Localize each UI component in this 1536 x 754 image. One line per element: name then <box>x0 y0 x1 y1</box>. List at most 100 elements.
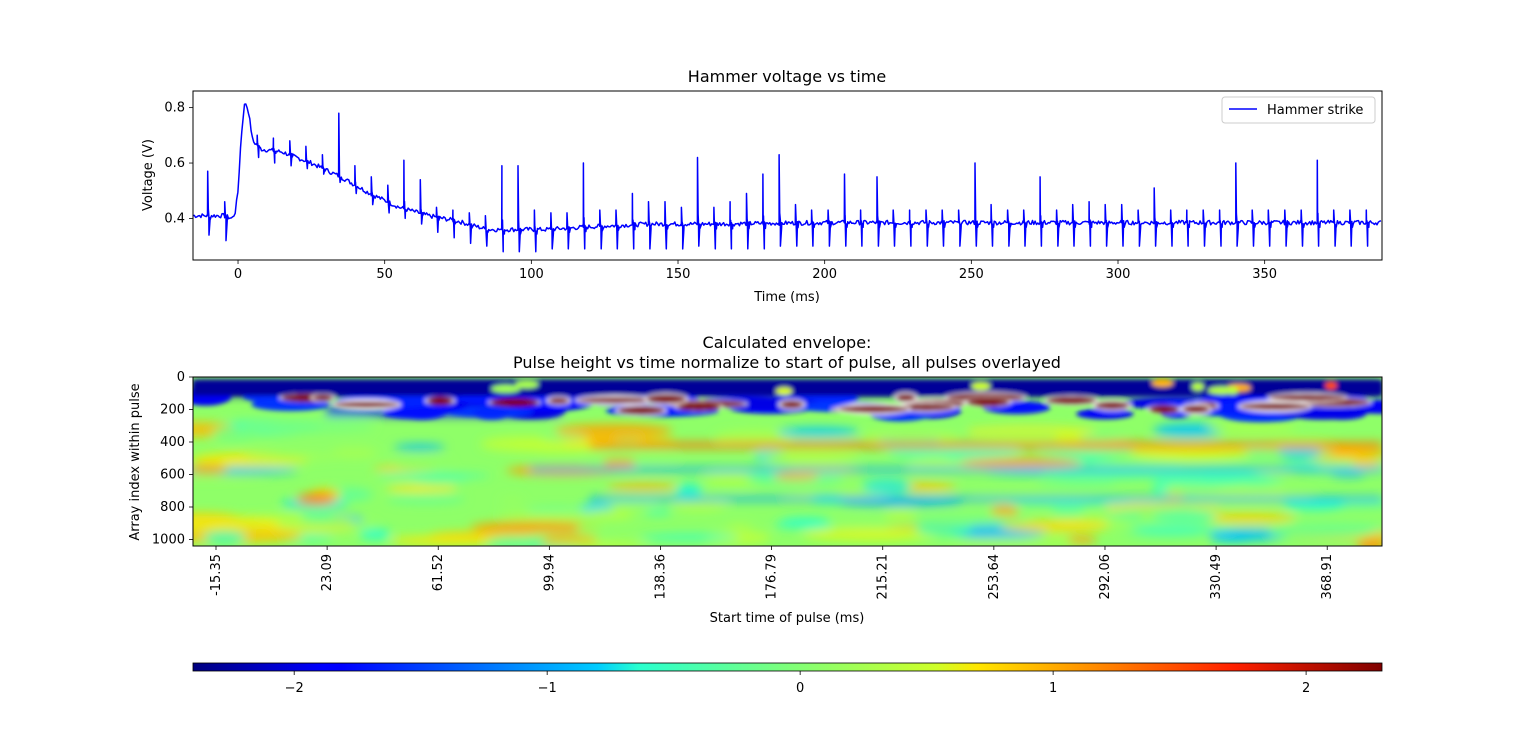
heatmap-x-tick-label: -15.35 <box>209 554 224 596</box>
colorbar-tick-label: 0 <box>796 681 804 696</box>
heatmap-blob <box>491 384 521 393</box>
heatmap-blob <box>389 535 499 546</box>
heatmap-blob <box>1151 510 1218 523</box>
heatmap-sharp-features <box>193 378 1382 423</box>
heatmap-blob <box>915 522 973 536</box>
heatmap-blob <box>377 472 491 479</box>
heatmap-x-tick-label: 215.21 <box>876 554 891 600</box>
heatmap-blob <box>971 382 991 391</box>
heatmap-x-tick-label: 99.94 <box>542 554 557 591</box>
heatmap-hot-blob <box>780 400 804 409</box>
colorbar-tick-label: −2 <box>285 681 304 696</box>
heatmap-blob <box>1278 446 1321 459</box>
heatmap-blob <box>203 530 247 544</box>
envelope-heatmap: Calculated envelope: Pulse height vs tim… <box>128 333 1383 626</box>
heatmap-y-tick-label: 800 <box>160 500 185 515</box>
heatmap-blob <box>1133 526 1210 536</box>
y-axis-label: Voltage (V) <box>141 139 156 211</box>
heatmap-x-tick-label: 253.64 <box>987 554 1002 600</box>
heatmap-blob <box>672 498 728 512</box>
x-tick-label: 150 <box>666 267 691 282</box>
heatmap-blob <box>535 541 649 546</box>
heatmap-hot-blob <box>966 397 1010 407</box>
heatmap-y-tick-label: 0 <box>177 370 185 385</box>
heatmap-band <box>590 442 1382 449</box>
x-tick-label: 350 <box>1252 267 1277 282</box>
heatmap-blob <box>1129 445 1250 460</box>
heatmap-blob <box>296 492 336 506</box>
heatmap-blob <box>601 499 658 509</box>
heatmap-hot-blob <box>312 394 334 401</box>
heatmap-blob <box>777 426 860 437</box>
heatmap-blob <box>515 380 539 389</box>
heatmap-blob <box>714 429 792 446</box>
series-line-hammer-strike <box>193 103 1382 253</box>
x-tick-label: 0 <box>234 267 242 282</box>
heatmap-x-tick-label: 61.52 <box>431 554 446 591</box>
legend-label: Hammer strike <box>1267 103 1363 118</box>
heatmap-blob <box>331 446 379 460</box>
heatmap-blob <box>382 406 448 419</box>
y-tick-label: 0.4 <box>164 211 185 226</box>
heatmap-x-ticks: -15.35 23.09 61.52 99.94 138.36 176.79 215.21 2… <box>209 546 1335 600</box>
heatmap-x-tick-label: 138.36 <box>653 554 668 600</box>
heatmap-x-axis-label: Start time of pulse (ms) <box>710 611 865 626</box>
heatmap-band <box>590 496 1382 502</box>
heatmap-x-tick-label: 368.91 <box>1320 554 1335 600</box>
heatmap-hot-blob <box>896 393 916 402</box>
heatmap-hot-blob <box>1182 405 1210 414</box>
heatmap-frame <box>192 376 1383 547</box>
heatmap-hot-blob <box>1269 394 1346 401</box>
heatmap-blob <box>393 443 446 451</box>
legend-box <box>1221 96 1376 124</box>
x-axis-label: Time (ms) <box>753 290 820 305</box>
heatmap-blob <box>480 436 566 452</box>
heatmap-blob <box>391 458 453 471</box>
heatmap-blob <box>359 528 392 541</box>
heatmap-blob <box>1268 525 1374 540</box>
heatmap-blob <box>1153 422 1225 438</box>
heatmap-hot-blob <box>1046 396 1097 405</box>
heatmap-blob <box>212 426 258 442</box>
heatmap-blob <box>1191 382 1204 391</box>
legend: Hammer strike <box>1221 96 1376 124</box>
heatmap-blob <box>1067 536 1097 544</box>
heatmap-blob <box>948 538 1072 546</box>
x-tick-label: 200 <box>812 267 837 282</box>
heatmap-blob <box>606 482 679 491</box>
heatmap-x-tick-label: 23.09 <box>320 554 335 591</box>
heatmap-blob <box>643 508 673 516</box>
colorbar-ticks: −2 −1 0 1 2 <box>285 671 1310 696</box>
heatmap-blob <box>1051 502 1085 517</box>
heatmap-hot-blob <box>676 402 722 411</box>
heatmap-blob <box>638 533 740 541</box>
heatmap-blob <box>775 387 793 396</box>
heatmap-blob <box>576 523 603 535</box>
heatmap-x-tick-label: 292.06 <box>1098 554 1113 600</box>
heatmap-subtitle: Pulse height vs time normalize to start … <box>513 353 1061 372</box>
heatmap-blob <box>861 478 912 495</box>
heatmap-y-ticks: 0 200 400 600 800 1000 <box>152 370 193 548</box>
heatmap-hot-blob <box>333 401 400 408</box>
heatmap-blob <box>500 497 525 505</box>
heatmap-hot-blob <box>1148 405 1180 414</box>
heatmap-band <box>531 467 1382 473</box>
heatmap-blob <box>705 472 759 487</box>
heatmap-hot-blob <box>1094 401 1130 410</box>
y-tick-label: 0.6 <box>164 156 185 171</box>
heatmap-x-tick-label: 176.79 <box>765 554 780 600</box>
x-tick-label: 250 <box>959 267 984 282</box>
x-tick-label: 50 <box>376 267 393 282</box>
heatmap-blob <box>554 423 673 439</box>
heatmap-hot-blob <box>577 397 654 404</box>
heatmap-blob <box>1000 520 1110 533</box>
x-axis-ticks: 0 50 100 150 200 250 300 350 <box>234 260 1277 282</box>
heatmap-blob <box>1197 512 1296 524</box>
x-tick-label: 300 <box>1106 267 1131 282</box>
heatmap-blob <box>1324 381 1338 390</box>
heatmap-blob <box>241 419 375 434</box>
heatmap-blob <box>1352 458 1382 468</box>
chart-title: Hammer voltage vs time <box>688 67 886 86</box>
heatmap-blob <box>300 510 336 522</box>
